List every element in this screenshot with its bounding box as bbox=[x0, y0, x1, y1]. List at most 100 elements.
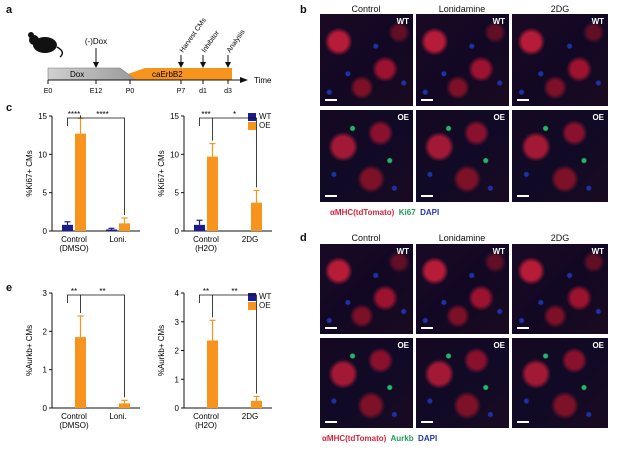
mouse-icon bbox=[28, 32, 64, 58]
x-tick-label: Control bbox=[61, 235, 87, 244]
y-tick-label: 15 bbox=[38, 112, 47, 121]
caerbb2-bar bbox=[128, 68, 232, 80]
caption-b-green: Ki67 bbox=[398, 208, 416, 217]
y-tick-label: 0 bbox=[43, 227, 48, 236]
significance-label: **** bbox=[68, 110, 80, 119]
bar-oe-1 bbox=[119, 403, 130, 408]
chart-aurkb-loni: 0 1 2 3 %Aurkb+ CMs Control(DMSO) Loni. ** ** bbox=[25, 287, 140, 430]
significance-bracket bbox=[80, 117, 125, 215]
y-tick-label: 3 bbox=[43, 289, 48, 298]
bar-oe-0 bbox=[207, 156, 218, 231]
x-tick-label: Control bbox=[193, 412, 219, 421]
y-tick-label: 10 bbox=[38, 150, 47, 159]
micro-d-oe-lonidamine: OE bbox=[416, 338, 509, 428]
legend-swatch-wt-e bbox=[248, 292, 256, 301]
legend-wt-label: WT bbox=[259, 112, 272, 121]
significance-label: ** bbox=[99, 287, 105, 296]
caption-b: αMHC(tdTomato) Ki67 DAPI bbox=[330, 208, 439, 217]
y-tick-label: 0 bbox=[175, 227, 180, 236]
tick-e0: E0 bbox=[44, 88, 53, 95]
panel-label-d: d bbox=[300, 232, 307, 244]
bar-wt-1 bbox=[106, 229, 117, 231]
micro-d-wt-control: WT bbox=[320, 244, 413, 334]
tick-p0: P0 bbox=[126, 88, 135, 95]
significance-bracket bbox=[199, 117, 213, 141]
row-label-wt: WT bbox=[492, 247, 505, 256]
x-tick-label: 2DG bbox=[242, 235, 258, 244]
d-col-2dg: 2DG bbox=[550, 233, 570, 243]
y-tick-label: 0 bbox=[175, 404, 180, 413]
caerbb2-label: caErbB2 bbox=[152, 70, 183, 79]
bar-oe-1 bbox=[119, 223, 130, 231]
legend-swatch-oe-e bbox=[248, 301, 256, 310]
x-tick-label: 2DG bbox=[242, 412, 258, 421]
significance-bracket bbox=[67, 115, 81, 126]
panel-label-c: c bbox=[6, 102, 13, 114]
bar-oe-1 bbox=[251, 400, 262, 408]
chart-aurkb-2dg: 0 1 2 3 4 %Aurkb+ CMs Control(H2O) 2DG ** ** bbox=[157, 287, 272, 430]
time-label: Time bbox=[254, 76, 272, 85]
y-tick-label: 0 bbox=[43, 404, 48, 413]
panel-label-a: a bbox=[6, 4, 13, 16]
micro-d-oe-control: OE bbox=[320, 338, 413, 428]
significance-label: ** bbox=[203, 287, 209, 296]
micro-b-oe-lonidamine: OE bbox=[416, 110, 509, 202]
legend-swatch-oe bbox=[248, 121, 256, 130]
legend-oe-label-e: OE bbox=[259, 301, 271, 310]
micro-b-wt-lonidamine: WT bbox=[416, 14, 509, 106]
row-label-oe: OE bbox=[493, 113, 505, 122]
caption-b-red: αMHC(tdTomato) bbox=[330, 208, 395, 217]
micro-b-wt-control: WT bbox=[320, 14, 413, 106]
y-tick-label: 4 bbox=[175, 289, 180, 298]
micro-b-oe-2dg: OE bbox=[512, 110, 608, 202]
inhibitor-label: Inhibitor bbox=[201, 29, 221, 54]
panel-label-e: e bbox=[6, 282, 13, 294]
micro-d-wt-lonidamine: WT bbox=[416, 244, 509, 334]
bar-oe-0 bbox=[207, 340, 218, 408]
y-tick-label: 2 bbox=[175, 347, 180, 356]
caption-b-blue: DAPI bbox=[420, 208, 440, 217]
caption-d: αMHC(tdTomato) Aurkb DAPI bbox=[322, 434, 437, 443]
y-axis-label: %Aurkb+ CMs bbox=[25, 325, 34, 376]
legend-c: WT OE bbox=[248, 112, 271, 130]
analysis-label: Analysis bbox=[226, 28, 247, 54]
legend-e: WT OE bbox=[248, 292, 271, 310]
y-tick-label: 15 bbox=[170, 112, 179, 121]
timeline-diagram: (-)Dox Dox caErbB2 Time Harvest CMs Inhi… bbox=[28, 17, 272, 95]
significance-bracket bbox=[67, 294, 81, 313]
legend-oe-label: OE bbox=[259, 121, 271, 130]
bar-oe-1 bbox=[251, 202, 262, 231]
bar-oe-0 bbox=[75, 133, 86, 231]
d-col-lonidamine: Lonidamine bbox=[438, 233, 486, 243]
y-tick-label: 5 bbox=[43, 189, 48, 198]
caption-d-blue: DAPI bbox=[418, 434, 438, 443]
y-tick-label: 1 bbox=[175, 375, 180, 384]
micro-b-wt-2dg: WT bbox=[512, 14, 608, 106]
significance-bracket bbox=[212, 294, 257, 394]
dox-bar bbox=[47, 67, 137, 81]
b-col-lonidamine: Lonidamine bbox=[438, 4, 486, 14]
bar-wt-0 bbox=[62, 224, 73, 231]
micro-b-oe-control: OE bbox=[320, 110, 413, 202]
y-tick-label: 5 bbox=[175, 189, 180, 198]
significance-label: * bbox=[233, 110, 236, 119]
micro-d-oe-2dg: OE bbox=[512, 338, 608, 428]
panel-label-b: b bbox=[300, 4, 307, 16]
y-axis-label: %Ki67+ CMs bbox=[25, 150, 34, 196]
tick-d1: d1 bbox=[199, 88, 207, 95]
y-tick-label: 2 bbox=[43, 327, 48, 336]
x-tick-label: (H2O) bbox=[195, 421, 217, 430]
tick-p7: P7 bbox=[177, 88, 186, 95]
row-label-oe: OE bbox=[493, 341, 505, 350]
significance-label: *** bbox=[201, 110, 210, 119]
y-tick-label: 3 bbox=[175, 318, 180, 327]
significance-bracket bbox=[199, 294, 213, 318]
micro-d-wt-2dg: WT bbox=[512, 244, 608, 334]
chart-ki67-loni: 0 5 10 15 %Ki67+ CMs Control(DMSO) Loni. **** **… bbox=[25, 110, 140, 253]
x-tick-label: (DMSO) bbox=[59, 421, 89, 430]
tick-e12: E12 bbox=[90, 88, 103, 95]
dox-marker-label: (-)Dox bbox=[85, 37, 107, 46]
row-label-wt: WT bbox=[591, 17, 604, 26]
significance-label: ** bbox=[71, 287, 77, 296]
row-label-oe: OE bbox=[592, 341, 604, 350]
